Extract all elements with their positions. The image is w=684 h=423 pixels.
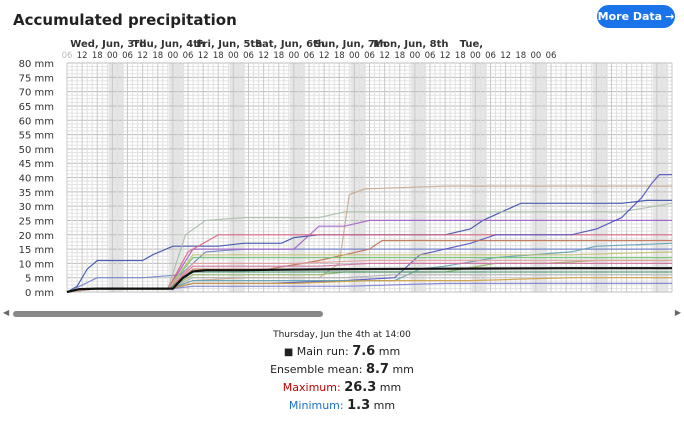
- day-label: Sat, Jun, 6th: [255, 39, 325, 50]
- maximum-row: Maximum: 26.3 mm: [0, 380, 684, 395]
- precipitation-chart[interactable]: 0 mm 5 mm 10 mm 15 mm 20 mm 25 mm 30 mm 35 mm 40…: [0, 0, 684, 300]
- scroll-thumb[interactable]: [13, 311, 323, 317]
- chart-scrollbar[interactable]: ◀ ▶: [0, 304, 684, 322]
- y-tick-label: 60 mm: [19, 116, 54, 127]
- hour-tick-label: 00: [409, 51, 420, 61]
- hour-tick-label: 06: [546, 51, 557, 61]
- hour-tick-label: 00: [470, 51, 481, 61]
- scroll-left-icon[interactable]: ◀: [3, 308, 10, 317]
- hour-tick-label: 06: [122, 51, 133, 61]
- maximum-unit: mm: [379, 381, 402, 394]
- hour-tick-label: 18: [92, 51, 103, 61]
- y-tick-label: 45 mm: [19, 159, 54, 170]
- ensemble-mean-unit: mm: [392, 363, 414, 376]
- y-tick-label: 35 mm: [19, 188, 54, 199]
- y-tick-label: 40 mm: [19, 174, 54, 185]
- hour-tick-label: 06: [425, 51, 436, 61]
- minimum-row: Minimum: 1.3 mm: [0, 398, 684, 413]
- hour-tick-label: 12: [77, 51, 88, 61]
- main-run-label: Main run:: [296, 345, 349, 358]
- hour-tick-label: 12: [440, 51, 451, 61]
- y-tick-label: 25 mm: [19, 216, 54, 227]
- y-tick-label: 50 mm: [19, 145, 54, 156]
- minimum-value: 1.3: [347, 398, 371, 413]
- main-run-line: [66, 267, 672, 294]
- hour-tick-label: 18: [152, 51, 163, 61]
- hour-tick-label: 18: [334, 51, 345, 61]
- day-label: Tue,: [460, 39, 483, 50]
- square-icon: ■: [283, 347, 294, 358]
- hour-tick-label: 12: [258, 51, 269, 61]
- tooltip-time: Thursday, Jun the 4th at 14:00: [273, 330, 411, 340]
- main-run-unit: mm: [378, 345, 401, 358]
- tooltip-panel: Thursday, Jun the 4th at 14:00 ■ Main ru…: [0, 330, 684, 416]
- day-label: Sun, Jun, 7th: [314, 39, 387, 50]
- hour-tick-label: 06: [485, 51, 496, 61]
- chart-title: Accumulated precipitation: [13, 11, 237, 29]
- y-tick-label: 70 mm: [19, 88, 54, 99]
- hour-tick-label: 18: [273, 51, 284, 61]
- maximum-label: Maximum:: [282, 381, 341, 394]
- hour-tick-label: 06: [62, 51, 73, 61]
- y-tick-label: 20 mm: [19, 231, 54, 242]
- hour-tick-label: 12: [379, 51, 390, 61]
- ensemble-member-line: [66, 199, 672, 293]
- hour-tick-label: 00: [107, 51, 118, 61]
- minimum-unit: mm: [373, 399, 396, 412]
- hour-tick-label: 18: [515, 51, 526, 61]
- day-label: Mon, Jun, 8th: [373, 39, 448, 50]
- hour-tick-label: 00: [228, 51, 239, 61]
- hour-tick-label: 12: [500, 51, 511, 61]
- hour-tick-label: 00: [349, 51, 360, 61]
- maximum-value: 26.3: [344, 380, 377, 395]
- ensemble-mean-label: Ensemble mean:: [270, 363, 363, 376]
- more-data-label: More Data: [597, 10, 663, 23]
- main-run-row: ■ Main run: 7.6 mm: [0, 344, 684, 359]
- y-tick-label: 10 mm: [19, 259, 54, 270]
- hour-tick-label: 18: [213, 51, 224, 61]
- hour-tick-label: 12: [137, 51, 148, 61]
- day-label: Wed, Jun, 3rd: [70, 39, 146, 50]
- y-tick-label: 30 mm: [19, 202, 54, 213]
- y-tick-label: 55 mm: [19, 131, 54, 142]
- hour-tick-label: 00: [530, 51, 541, 61]
- day-label: Thu, Jun, 4th: [133, 39, 205, 50]
- hour-tick-label: 18: [455, 51, 466, 61]
- minimum-label: Minimum:: [288, 399, 344, 412]
- hour-tick-label: 18: [394, 51, 405, 61]
- hour-tick-label: 12: [319, 51, 330, 61]
- y-tick-label: 5 mm: [25, 274, 54, 285]
- hour-tick-label: 00: [167, 51, 178, 61]
- more-data-button[interactable]: More Data →: [597, 5, 675, 28]
- y-tick-label: 75 mm: [19, 73, 54, 84]
- y-tick-label: 15 mm: [19, 245, 54, 256]
- hour-tick-label: 06: [364, 51, 375, 61]
- y-tick-label: 80 mm: [19, 59, 54, 70]
- hour-tick-label: 06: [183, 51, 194, 61]
- arrow-right-icon: →: [665, 10, 675, 23]
- day-label: Fri, Jun, 5th: [196, 39, 262, 50]
- ensemble-mean-value: 8.7: [365, 362, 389, 377]
- main-run-value: 7.6: [352, 344, 376, 359]
- hour-tick-label: 00: [288, 51, 299, 61]
- ensemble-mean-row: Ensemble mean: 8.7 mm: [0, 362, 684, 377]
- hour-tick-label: 06: [304, 51, 315, 61]
- hour-tick-label: 06: [243, 51, 254, 61]
- hour-tick-label: 12: [198, 51, 209, 61]
- scroll-right-icon[interactable]: ▶: [674, 308, 681, 317]
- y-tick-label: 65 mm: [19, 102, 54, 113]
- y-tick-label: 0 mm: [25, 288, 54, 299]
